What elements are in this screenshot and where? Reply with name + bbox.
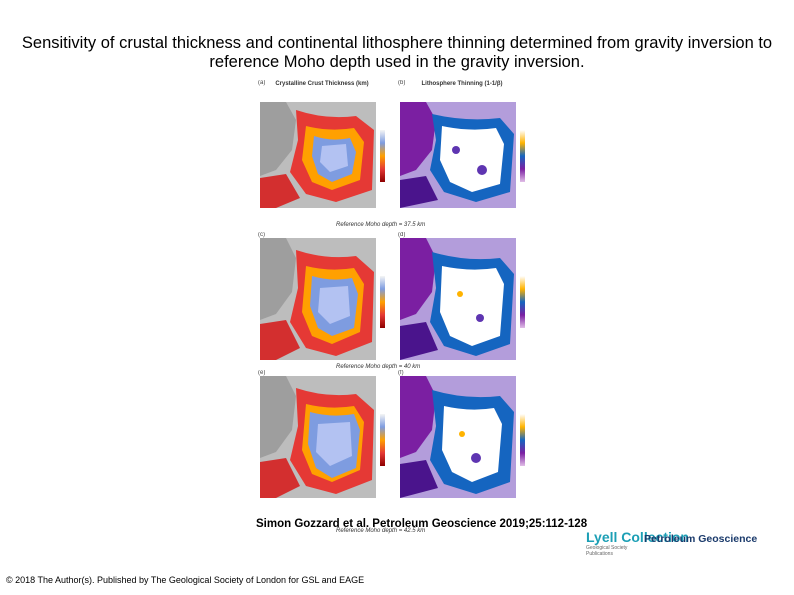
crust-header: Crystalline Crust Thickness (km): [275, 81, 369, 87]
crust-colorbar-1: [380, 130, 385, 182]
crust-map-1: [260, 102, 376, 208]
panel-crust-2: (c): [256, 232, 376, 366]
crust-colorbar-2: [380, 276, 385, 328]
panel-label-e: (e): [258, 370, 266, 376]
thinning-colorbar-1: [520, 130, 525, 182]
panel-label-f: (f): [398, 370, 404, 376]
thinning-header: Lithosphere Thinning (1-1/β): [421, 81, 503, 87]
row-caption-3: Reference Moho depth = 42.5 km: [336, 528, 426, 534]
crust-map-3: [260, 376, 376, 498]
crust-map-2: [260, 238, 376, 360]
panel-thinning-1: (b) Lithosphere Thinning (1-1/β): [396, 80, 516, 214]
panel-label-d: (d): [398, 232, 406, 238]
lyell-logo: Lyell Collection: [586, 529, 689, 545]
thinning-colorbar-3: [520, 414, 525, 466]
panel-thinning-3: (f): [396, 370, 516, 504]
row-caption-1: Reference Moho depth = 37.5 km: [336, 222, 426, 228]
copyright-notice: © 2018 The Author(s). Published by The G…: [6, 575, 365, 585]
lyell-tagline: Geological Society Publications: [586, 545, 628, 557]
thinning-map-3: [400, 376, 516, 498]
panel-label-a: (a): [258, 80, 266, 86]
citation: Simon Gozzard et al. Petroleum Geoscienc…: [256, 518, 588, 530]
panel-label-c: (c): [258, 232, 265, 238]
panel-thinning-2: (d): [396, 232, 516, 366]
publisher-logos: Lyell Collection Geological Society Publ…: [586, 527, 758, 561]
thinning-colorbar-2: [520, 276, 525, 328]
thinning-map-1: [400, 102, 516, 208]
panel-label-b: (b): [398, 80, 406, 86]
thinning-map-2: [400, 238, 516, 360]
panel-crust-3: (e): [256, 370, 376, 504]
panel-crust-1: (a) Crystalline Crust Thickness (km): [256, 80, 376, 214]
slide-title: Sensitivity of crustal thickness and con…: [21, 34, 773, 71]
row-caption-2: Reference Moho depth = 40 km: [336, 364, 421, 370]
crust-colorbar-3: [380, 414, 385, 466]
figure: (a) Crystalline Crust Thickness (km) (b)…: [256, 80, 538, 540]
petroleum-geoscience-logo: Petroleum Geoscience: [644, 533, 758, 545]
